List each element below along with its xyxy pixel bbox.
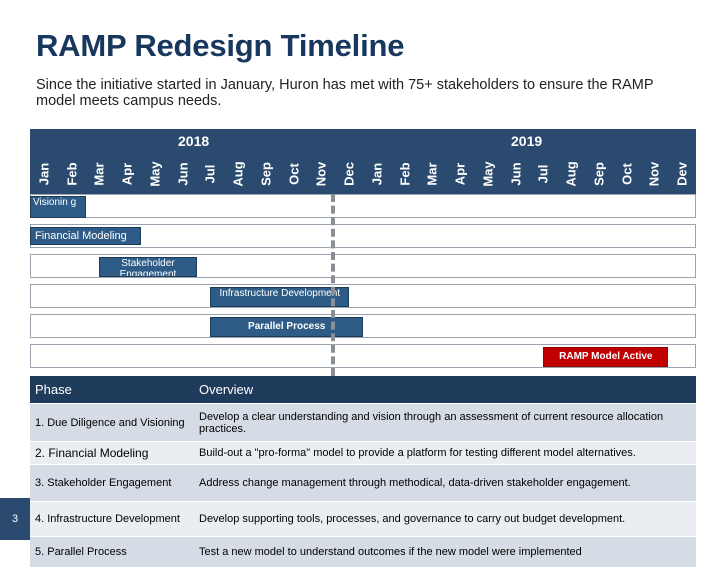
month-2018-sep: Sep: [258, 161, 274, 186]
overview-cell: Test a new model to understand outcomes …: [194, 537, 696, 567]
table-header-row: Phase Overview: [30, 376, 696, 404]
month-2018-may: May: [147, 160, 163, 187]
month-2019-mar: Mar: [424, 161, 440, 186]
year-header: 2018 2019: [30, 129, 696, 154]
page-number: 3: [0, 498, 30, 540]
month-2019-may: May: [480, 160, 496, 187]
table-row: 5. Parallel Process Test a new model to …: [30, 537, 696, 568]
gantt-row: [30, 314, 696, 338]
month-2018-nov: Nov: [313, 161, 329, 186]
month-2019-feb: Feb: [397, 161, 413, 186]
month-2019-jun: Jun: [508, 161, 524, 186]
bar-ramp-model-active: RAMP Model Active: [543, 347, 669, 367]
table-row: 3. Stakeholder Engagement Address change…: [30, 465, 696, 502]
month-2019-jan: Jan: [369, 162, 385, 185]
year-divider-line: [331, 194, 335, 376]
bar-parallel-process: Parallel Process: [210, 317, 363, 337]
phase-cell: 3. Stakeholder Engagement: [30, 465, 194, 501]
month-2018-feb: Feb: [64, 161, 80, 186]
column-header-phase: Phase: [30, 376, 194, 403]
month-2018-apr: Apr: [119, 162, 135, 185]
page-subtitle: Since the initiative started in January,…: [36, 77, 654, 109]
bar-stakeholder-engagement: Stakeholder Engagement: [99, 257, 197, 277]
gantt-grid: Visionin g Financial Modeling Stakeholde…: [30, 194, 696, 374]
bar-visioning: Visionin g: [30, 196, 86, 218]
bar-infrastructure-development: Infrastructure Development: [210, 287, 350, 307]
bar-financial-modeling: Financial Modeling: [30, 227, 141, 245]
phase-cell: 4. Infrastructure Development: [30, 502, 194, 536]
overview-cell: Develop a clear understanding and vision…: [194, 404, 696, 441]
month-2019-sep: Sep: [591, 161, 607, 186]
month-2019-dev: Dev: [674, 161, 690, 186]
phase-table: Phase Overview 1. Due Diligence and Visi…: [30, 376, 696, 568]
month-2018-mar: Mar: [91, 161, 107, 186]
month-2019-jul: Jul: [535, 164, 551, 183]
month-2018-oct: Oct: [286, 162, 302, 185]
month-2019-nov: Nov: [646, 161, 662, 186]
overview-cell: Develop supporting tools, processes, and…: [194, 502, 696, 536]
year-2019: 2019: [511, 133, 543, 149]
month-2018-jan: Jan: [36, 162, 52, 185]
gantt-row: [30, 224, 696, 248]
month-2018-jun: Jun: [175, 161, 191, 186]
month-2018-dec: Dec: [341, 161, 357, 186]
year-2018: 2018: [178, 133, 210, 149]
month-2018-aug: Aug: [230, 160, 246, 187]
month-header: Jan Feb Mar Apr May Jun Jul Aug Sep Oct …: [30, 153, 696, 194]
page-title: RAMP Redesign Timeline: [36, 28, 405, 63]
gantt-row: [30, 194, 696, 218]
column-header-overview: Overview: [194, 376, 696, 403]
phase-cell: 2. Financial Modeling: [30, 442, 194, 464]
table-row: 4. Infrastructure Development Develop su…: [30, 502, 696, 537]
month-2019-apr: Apr: [452, 162, 468, 185]
gantt-row: [30, 284, 696, 308]
month-2019-oct: Oct: [619, 162, 635, 185]
table-row: 2. Financial Modeling Build-out a "pro-f…: [30, 442, 696, 465]
phase-cell: 1. Due Diligence and Visioning: [30, 404, 194, 441]
month-2018-jul: Jul: [202, 164, 218, 183]
month-2019-aug: Aug: [563, 160, 579, 187]
phase-cell: 5. Parallel Process: [30, 537, 194, 567]
overview-cell: Address change management through method…: [194, 465, 696, 501]
overview-cell: Build-out a "pro-forma" model to provide…: [194, 442, 696, 464]
table-row: 1. Due Diligence and Visioning Develop a…: [30, 404, 696, 442]
